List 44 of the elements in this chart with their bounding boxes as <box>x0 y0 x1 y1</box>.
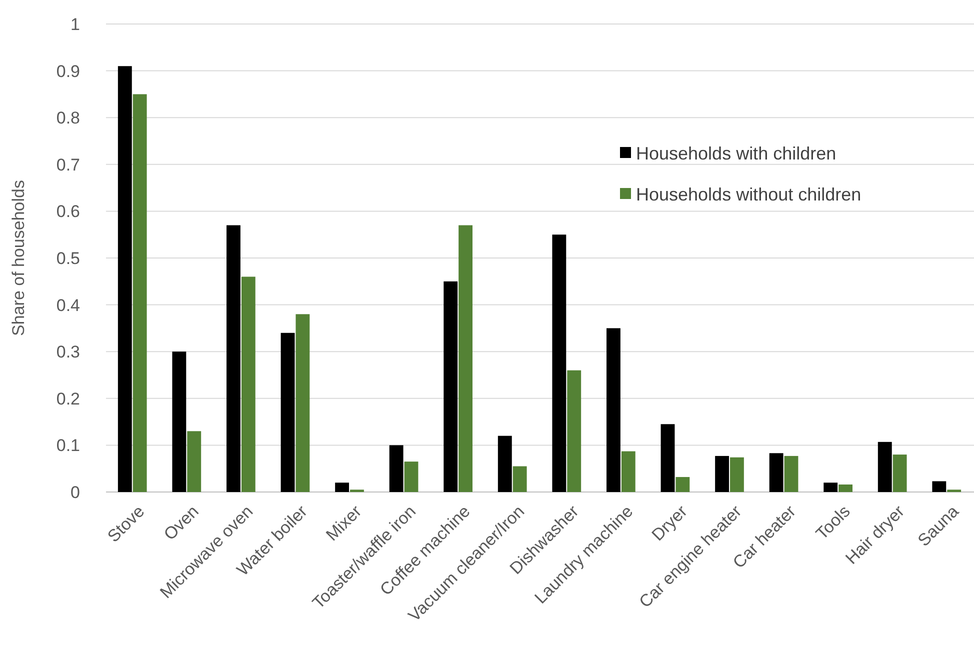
bar <box>769 453 784 492</box>
y-tick-label: 0 <box>70 482 80 502</box>
bar <box>296 314 310 492</box>
legend-label: Households without children <box>636 184 862 204</box>
legend-label: Households with children <box>636 143 836 164</box>
bar <box>621 451 636 492</box>
bar <box>784 456 798 492</box>
bar <box>552 234 566 492</box>
y-tick-label: 0.4 <box>56 296 80 315</box>
bar <box>932 481 946 492</box>
bar <box>660 424 675 492</box>
bar <box>335 482 350 492</box>
bar <box>132 94 147 492</box>
bar <box>676 477 690 492</box>
bar <box>458 225 472 492</box>
bar <box>606 328 620 492</box>
y-tick-label: 0.1 <box>56 436 80 456</box>
bar <box>498 436 512 492</box>
y-tick-label: 0.2 <box>56 389 80 408</box>
bar <box>824 482 838 492</box>
bar <box>118 66 132 492</box>
bar <box>892 454 907 492</box>
y-tick-label: 0.6 <box>56 202 80 222</box>
bar <box>512 466 527 492</box>
bar <box>838 484 852 492</box>
y-tick-label: 0.5 <box>56 248 80 268</box>
bar <box>280 332 295 492</box>
bar <box>444 281 458 492</box>
y-tick-label: 1 <box>70 14 80 34</box>
bar <box>567 370 582 492</box>
bar <box>404 462 418 492</box>
bar <box>715 456 729 492</box>
y-axis-title: Share of households <box>9 180 28 336</box>
bar <box>389 445 404 492</box>
y-tick-label: 0.9 <box>56 62 80 81</box>
bar <box>226 225 240 492</box>
bar <box>172 352 186 492</box>
y-tick-label: 0.8 <box>56 108 80 128</box>
bar <box>730 457 744 492</box>
bar <box>187 431 202 492</box>
bar <box>878 442 892 492</box>
y-tick-label: 0.7 <box>56 155 80 174</box>
y-tick-label: 0.3 <box>56 342 80 362</box>
bar <box>241 276 256 492</box>
